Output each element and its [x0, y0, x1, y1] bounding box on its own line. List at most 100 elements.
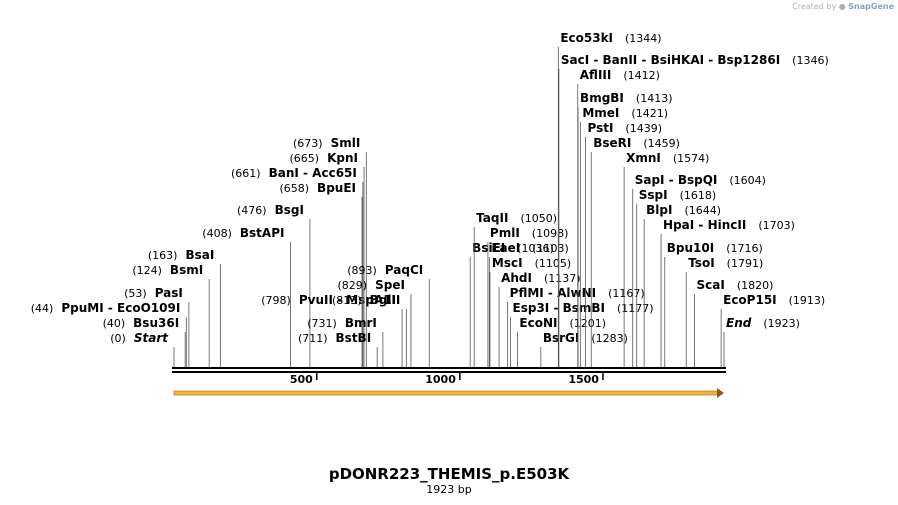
enzyme-label: BstBI [336, 331, 372, 345]
enzyme-label: SapI - BspQI [635, 173, 718, 187]
enzyme-position: (711) [298, 332, 328, 345]
enzyme-position: (1344) [625, 32, 662, 45]
enzyme-label: AhdI [501, 271, 532, 285]
enzyme-position: (1604) [729, 174, 766, 187]
enzyme-label: BsmI [170, 263, 203, 277]
enzyme-position: (1574) [673, 152, 710, 165]
enzyme-label: EaeI [491, 241, 520, 255]
enzyme-position: (1177) [617, 302, 654, 315]
enzyme-label: PaqCI [385, 263, 423, 277]
enzyme-position: (40) [103, 317, 126, 330]
enzyme-position: (1644) [684, 204, 721, 217]
feature-arrow-body [173, 390, 719, 396]
enzyme-label: PmlI [490, 226, 520, 240]
enzyme-label: BglII [370, 293, 401, 307]
snapgene-credit: Created by ● SnapGene [792, 2, 894, 11]
enzyme-label: SspI [639, 188, 668, 202]
enzyme-position: (1105) [535, 257, 572, 270]
enzyme-label: TsoI [688, 256, 714, 270]
enzyme-label: AflIII [580, 68, 612, 82]
enzyme-position: (1459) [643, 137, 680, 150]
enzyme-label: Start [134, 331, 169, 345]
enzyme-position: (829) [338, 279, 368, 292]
enzyme-position: (1283) [591, 332, 628, 345]
enzyme-label: Bsu36I [133, 316, 179, 330]
enzyme-position: (163) [148, 249, 178, 262]
enzyme-position: (1439) [625, 122, 662, 135]
enzyme-position: (1098) [532, 227, 569, 240]
enzyme-label: BsiEI [472, 241, 505, 255]
enzyme-label: BsgI [275, 203, 304, 217]
enzyme-position: (124) [132, 264, 162, 277]
enzyme-label: BlpI [646, 203, 672, 217]
enzyme-label: PpuMI - EcoO109I [61, 301, 180, 315]
enzyme-position: (1346) [792, 54, 829, 67]
enzyme-label: PstI [587, 121, 613, 135]
enzyme-label: ScaI [697, 278, 725, 292]
enzyme-label: PasI [155, 286, 183, 300]
enzyme-label: Bpu10I [667, 241, 714, 255]
enzyme-label: PvuII - MspA1I [299, 293, 396, 307]
enzyme-label: XmnI [626, 151, 661, 165]
enzyme-label: EcoNI [519, 316, 557, 330]
enzyme-label: BanI - Acc65I [269, 166, 357, 180]
enzyme-label: PflMI - AlwNI [510, 286, 596, 300]
enzyme-position: (0) [110, 332, 126, 345]
enzyme-position: (1413) [636, 92, 673, 105]
enzyme-label: MscI [492, 256, 523, 270]
snapgene-logo-icon: ● [838, 2, 846, 11]
enzyme-position: (673) [293, 137, 323, 150]
enzyme-position: (1913) [789, 294, 826, 307]
enzyme-label: SacI - BanII - BsiHKAI - Bsp1286I [561, 53, 780, 67]
credit-prefix: Created by [792, 2, 837, 11]
enzyme-position: (53) [124, 287, 147, 300]
map-title: pDONR223_THEMIS_p.E503K [328, 465, 570, 483]
ruler-tick-label: 500 [290, 373, 313, 386]
enzyme-label: SpeI [375, 278, 405, 292]
enzyme-label: BpuEI [317, 181, 356, 195]
enzyme-label: BsrGI [543, 331, 580, 345]
enzyme-position: (665) [290, 152, 320, 165]
sequence-length: 1923 bp [426, 483, 472, 496]
enzyme-label: HpaI - HincII [663, 218, 746, 232]
enzyme-position: (1050) [520, 212, 557, 225]
enzyme-position: (798) [261, 294, 291, 307]
enzyme-position: (1036) [517, 242, 554, 255]
feature-arrow-head [717, 388, 724, 398]
enzyme-position: (1820) [737, 279, 774, 292]
enzyme-position: (1703) [758, 219, 795, 232]
enzyme-position: (893) [347, 264, 377, 277]
enzyme-position: (1421) [631, 107, 668, 120]
enzyme-label: End [726, 316, 752, 330]
enzyme-position: (1412) [623, 69, 660, 82]
enzyme-position: (1201) [569, 317, 606, 330]
enzyme-position: (1618) [680, 189, 717, 202]
enzyme-label: SmlI [331, 136, 361, 150]
enzyme-position: (1923) [763, 317, 800, 330]
ruler-tick-label: 1000 [425, 373, 456, 386]
enzyme-label: MmeI [582, 106, 619, 120]
enzyme-label: KpnI [327, 151, 358, 165]
enzyme-position: (731) [307, 317, 337, 330]
enzyme-label: BseRI [593, 136, 631, 150]
enzyme-position: (661) [231, 167, 261, 180]
enzyme-position: (1791) [727, 257, 764, 270]
enzyme-label: TaqII [476, 211, 508, 225]
enzyme-position: (1103) [532, 242, 569, 255]
ruler-tick-label: 1500 [568, 373, 599, 386]
enzyme-label: BsaI [185, 248, 214, 262]
enzyme-position: (658) [279, 182, 309, 195]
enzyme-label: BmrI [345, 316, 377, 330]
enzyme-label: BstAPI [240, 226, 285, 240]
credit-brand: SnapGene [848, 2, 894, 11]
enzyme-position: (813) [332, 294, 362, 307]
enzyme-label: Eco53kI [560, 31, 613, 45]
enzyme-position: (408) [202, 227, 232, 240]
enzyme-position: (44) [31, 302, 54, 315]
enzyme-position: (1137) [544, 272, 581, 285]
enzyme-position: (1716) [726, 242, 763, 255]
enzyme-label: BmgBI [580, 91, 624, 105]
enzyme-position: (1167) [608, 287, 645, 300]
enzyme-label: EcoP15I [723, 293, 777, 307]
